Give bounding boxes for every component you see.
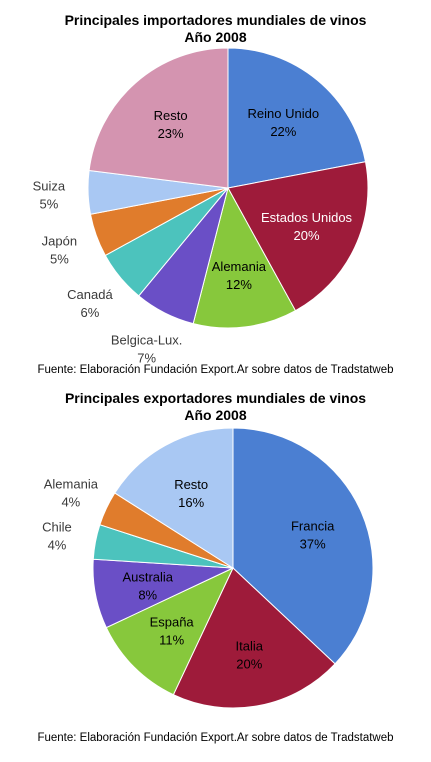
chart-exportadores: Principales exportadores mundiales de vi… xyxy=(0,382,431,762)
pie-slice-resto xyxy=(114,427,234,569)
pie-slice-italia xyxy=(172,567,336,709)
chart-title-text: Principales exportadores mundiales de vi… xyxy=(64,390,367,406)
source-note: Fuente: Elaboración Fundación Export.Ar … xyxy=(37,732,394,744)
chart-title: Principales exportadores mundiales de vi… xyxy=(0,390,431,424)
data-label-resto: Resto 23% xyxy=(154,108,188,141)
chart-title: Principales importadores mundiales de vi… xyxy=(0,12,431,46)
data-label-canada: Canadá 6% xyxy=(67,287,113,320)
data-label-alemania: Alemania 12% xyxy=(212,259,267,292)
data-label-reino-unido: Reino Unido 22% xyxy=(248,106,320,139)
pie-slice-alemania xyxy=(192,186,297,329)
data-label-italia: Italia 20% xyxy=(236,638,264,671)
chart-subtitle-text: Año 2008 xyxy=(184,29,247,45)
chart-importadores: Principales importadores mundiales de vi… xyxy=(0,12,431,376)
data-label-francia: Francia 37% xyxy=(291,519,335,552)
pie-chart-exportadores: Francia 37% Italia 20% España 11% Australia 8% C… xyxy=(42,427,374,709)
source-note: Fuente: Elaboración Fundación Export.Ar … xyxy=(37,364,394,376)
pie-slice-estados-unidos xyxy=(227,161,369,312)
data-label-suiza: Suiza 5% xyxy=(33,179,66,212)
data-label-espana: España 11% xyxy=(150,614,195,647)
pie-slice-resto xyxy=(88,48,229,189)
data-label-alemania: Alemania 4% xyxy=(44,477,99,510)
data-label-japon: Japón 5% xyxy=(42,234,77,267)
data-label-belgica-lux: Belgica-Lux. 7% xyxy=(111,333,183,366)
pie-slice-espana xyxy=(105,566,235,696)
data-label-estados-unidos: Estados Unidos 20% xyxy=(261,210,353,243)
pie-slice-reino-unido xyxy=(227,48,367,189)
chart-title-text: Principales importadores mundiales de vi… xyxy=(64,12,367,28)
pie-slice-francia xyxy=(232,427,374,665)
data-label-chile: Chile 4% xyxy=(42,519,72,552)
data-label-australia: Australia 8% xyxy=(122,569,173,602)
data-label-resto: Resto 16% xyxy=(174,477,208,510)
chart-subtitle-text: Año 2008 xyxy=(184,407,247,423)
pie-chart-importadores: Reino Unido 22% Estados Unidos 20% Alemania 1… xyxy=(33,48,369,366)
